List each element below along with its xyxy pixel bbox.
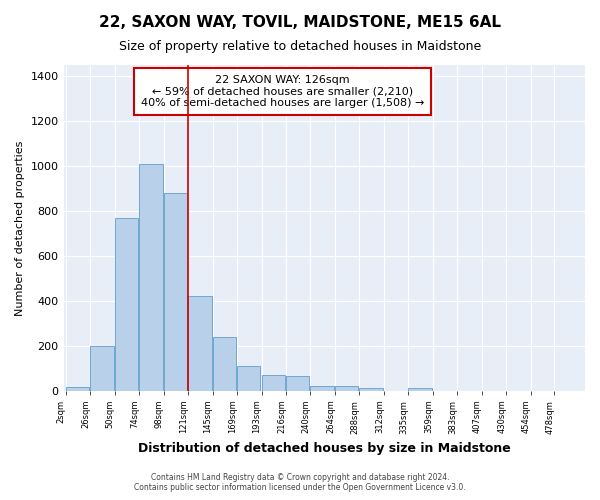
Bar (262, 375, 285, 390)
Text: 22 SAXON WAY: 126sqm
← 59% of detached houses are smaller (2,210)
40% of semi-de: 22 SAXON WAY: 126sqm ← 59% of detached h… (141, 75, 424, 108)
Text: Size of property relative to detached houses in Maidstone: Size of property relative to detached ho… (119, 40, 481, 53)
Bar (359, 388, 383, 390)
Bar (409, 388, 432, 390)
Bar (164, 193, 187, 390)
Bar (237, 366, 260, 390)
Bar (310, 386, 334, 390)
Bar (90, 346, 113, 391)
Bar (335, 386, 358, 390)
Bar (65, 388, 89, 390)
Text: Contains HM Land Registry data © Crown copyright and database right 2024.
Contai: Contains HM Land Registry data © Crown c… (134, 473, 466, 492)
Bar (139, 164, 163, 390)
Bar (115, 218, 138, 390)
Text: 22, SAXON WAY, TOVIL, MAIDSTONE, ME15 6AL: 22, SAXON WAY, TOVIL, MAIDSTONE, ME15 6A… (99, 15, 501, 30)
Y-axis label: Number of detached properties: Number of detached properties (15, 140, 25, 316)
Bar (188, 296, 212, 390)
X-axis label: Distribution of detached houses by size in Maidstone: Distribution of detached houses by size … (138, 442, 511, 455)
Bar (286, 376, 310, 390)
Bar (212, 336, 236, 390)
